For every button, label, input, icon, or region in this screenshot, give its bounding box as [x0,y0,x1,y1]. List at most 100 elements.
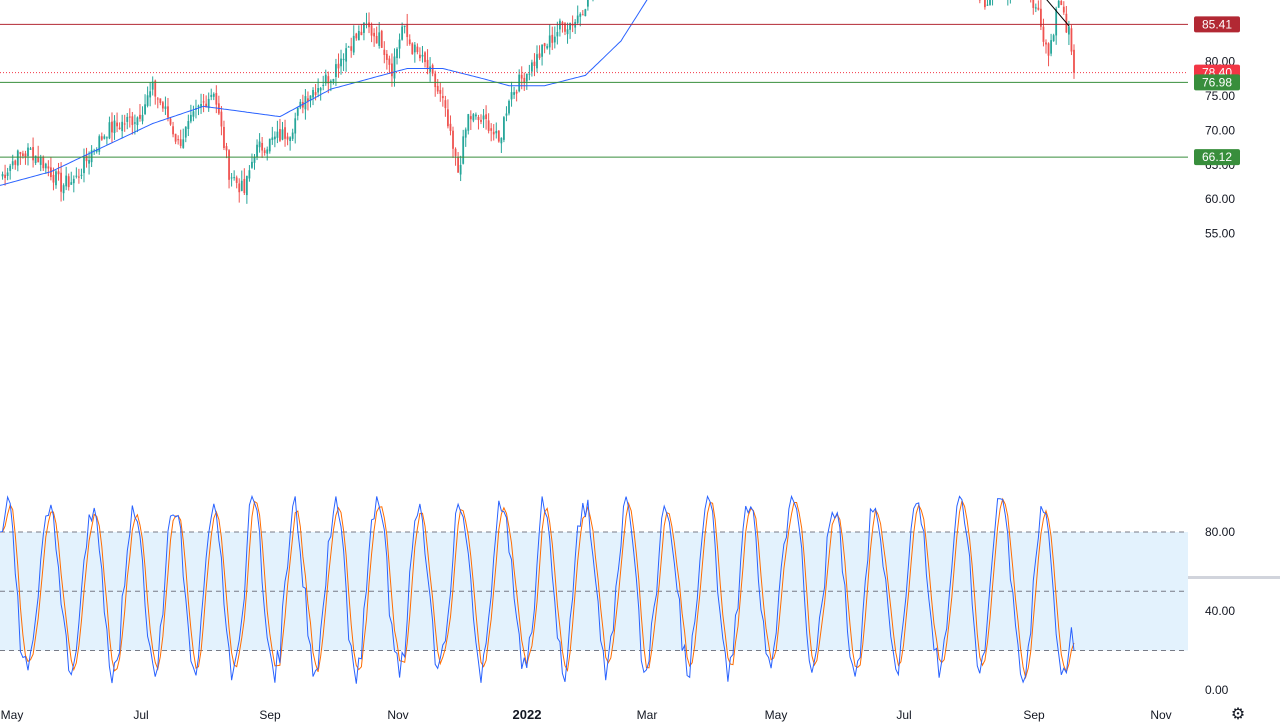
candle [200,93,202,114]
gear-icon[interactable]: ⚙ [1230,706,1246,723]
candle [88,151,90,175]
candle [523,72,526,91]
candle [139,104,141,122]
candle [55,169,57,189]
overlays [0,0,1188,186]
candle [169,117,172,126]
candle [515,89,518,102]
price-tick-label: 70.00 [1205,123,1235,137]
candle [167,97,169,122]
candle [6,167,9,181]
candle [391,53,393,87]
candle [487,113,490,134]
trendline[interactable] [845,0,1070,27]
candle [360,24,363,36]
candle [279,118,281,143]
candle [1052,33,1055,42]
candle [518,69,521,93]
candle [177,135,180,145]
svg-text:66.12: 66.12 [1202,150,1232,164]
candle [429,57,432,82]
candle [503,115,505,143]
candle [1047,42,1050,67]
stoch-tick-label: 40.00 [1205,604,1235,618]
candle [113,115,116,140]
candle [452,126,454,158]
candle [19,151,22,165]
resistance-price-badge: 85.41 [1194,16,1240,33]
candle [1034,3,1037,13]
time-tick-label: 2022 [513,707,542,722]
candle [543,42,546,54]
candle [238,178,241,203]
candle [413,42,416,63]
candle [505,106,508,122]
candle [304,89,307,120]
candle [189,104,192,124]
candle [525,73,528,90]
candle [123,114,126,132]
candle [335,58,337,87]
time-tick-label: May [765,708,788,722]
candle [16,149,19,172]
candle [273,131,276,148]
candle [472,113,475,123]
candle [378,22,381,49]
candle [416,43,419,55]
candle [401,22,404,41]
candle [75,167,78,179]
candle [388,55,391,74]
stoch-tick-label: 80.00 [1205,525,1235,539]
candle [207,92,210,112]
time-tick-label: May [1,708,24,722]
candle [454,147,457,166]
candle [978,0,981,4]
candle [992,0,994,6]
candle [497,129,500,143]
candle [217,95,220,116]
candle [467,113,470,135]
candle [319,86,322,101]
candle [281,121,284,141]
candle [50,156,52,181]
candle [210,88,213,101]
candle [299,99,302,110]
candle [541,44,543,66]
candle [294,112,297,144]
svg-text:76.98: 76.98 [1202,75,1232,89]
candle [566,22,569,44]
candle [584,8,587,17]
candle [133,114,136,135]
candle [98,134,101,155]
candle [1030,0,1032,3]
candle [1042,18,1045,47]
candle [347,45,350,48]
support-price-badge-2: 66.12 [1194,149,1240,166]
moving-average-line [0,0,648,186]
candle [1040,0,1042,31]
time-axis: May Jul Sep Nov 2022 Mar May Jul Sep Nov [1,707,1172,722]
candle [1032,0,1035,15]
stoch-k-line [0,494,1075,684]
candle [174,133,177,145]
time-tick-label: Nov [1150,708,1171,722]
candle [1062,1,1065,15]
candle [212,92,215,101]
candle [383,41,386,64]
candle [154,79,157,105]
candle [447,99,449,129]
candle [332,78,335,85]
candle [182,128,185,149]
candle [1057,0,1060,8]
candle [268,138,271,154]
time-tick-label: Sep [1023,708,1045,722]
candle [62,183,65,201]
candle [172,121,174,138]
candle [90,145,93,168]
candle [363,22,365,41]
candle [508,99,510,116]
candle [253,154,256,170]
candle [121,114,124,139]
